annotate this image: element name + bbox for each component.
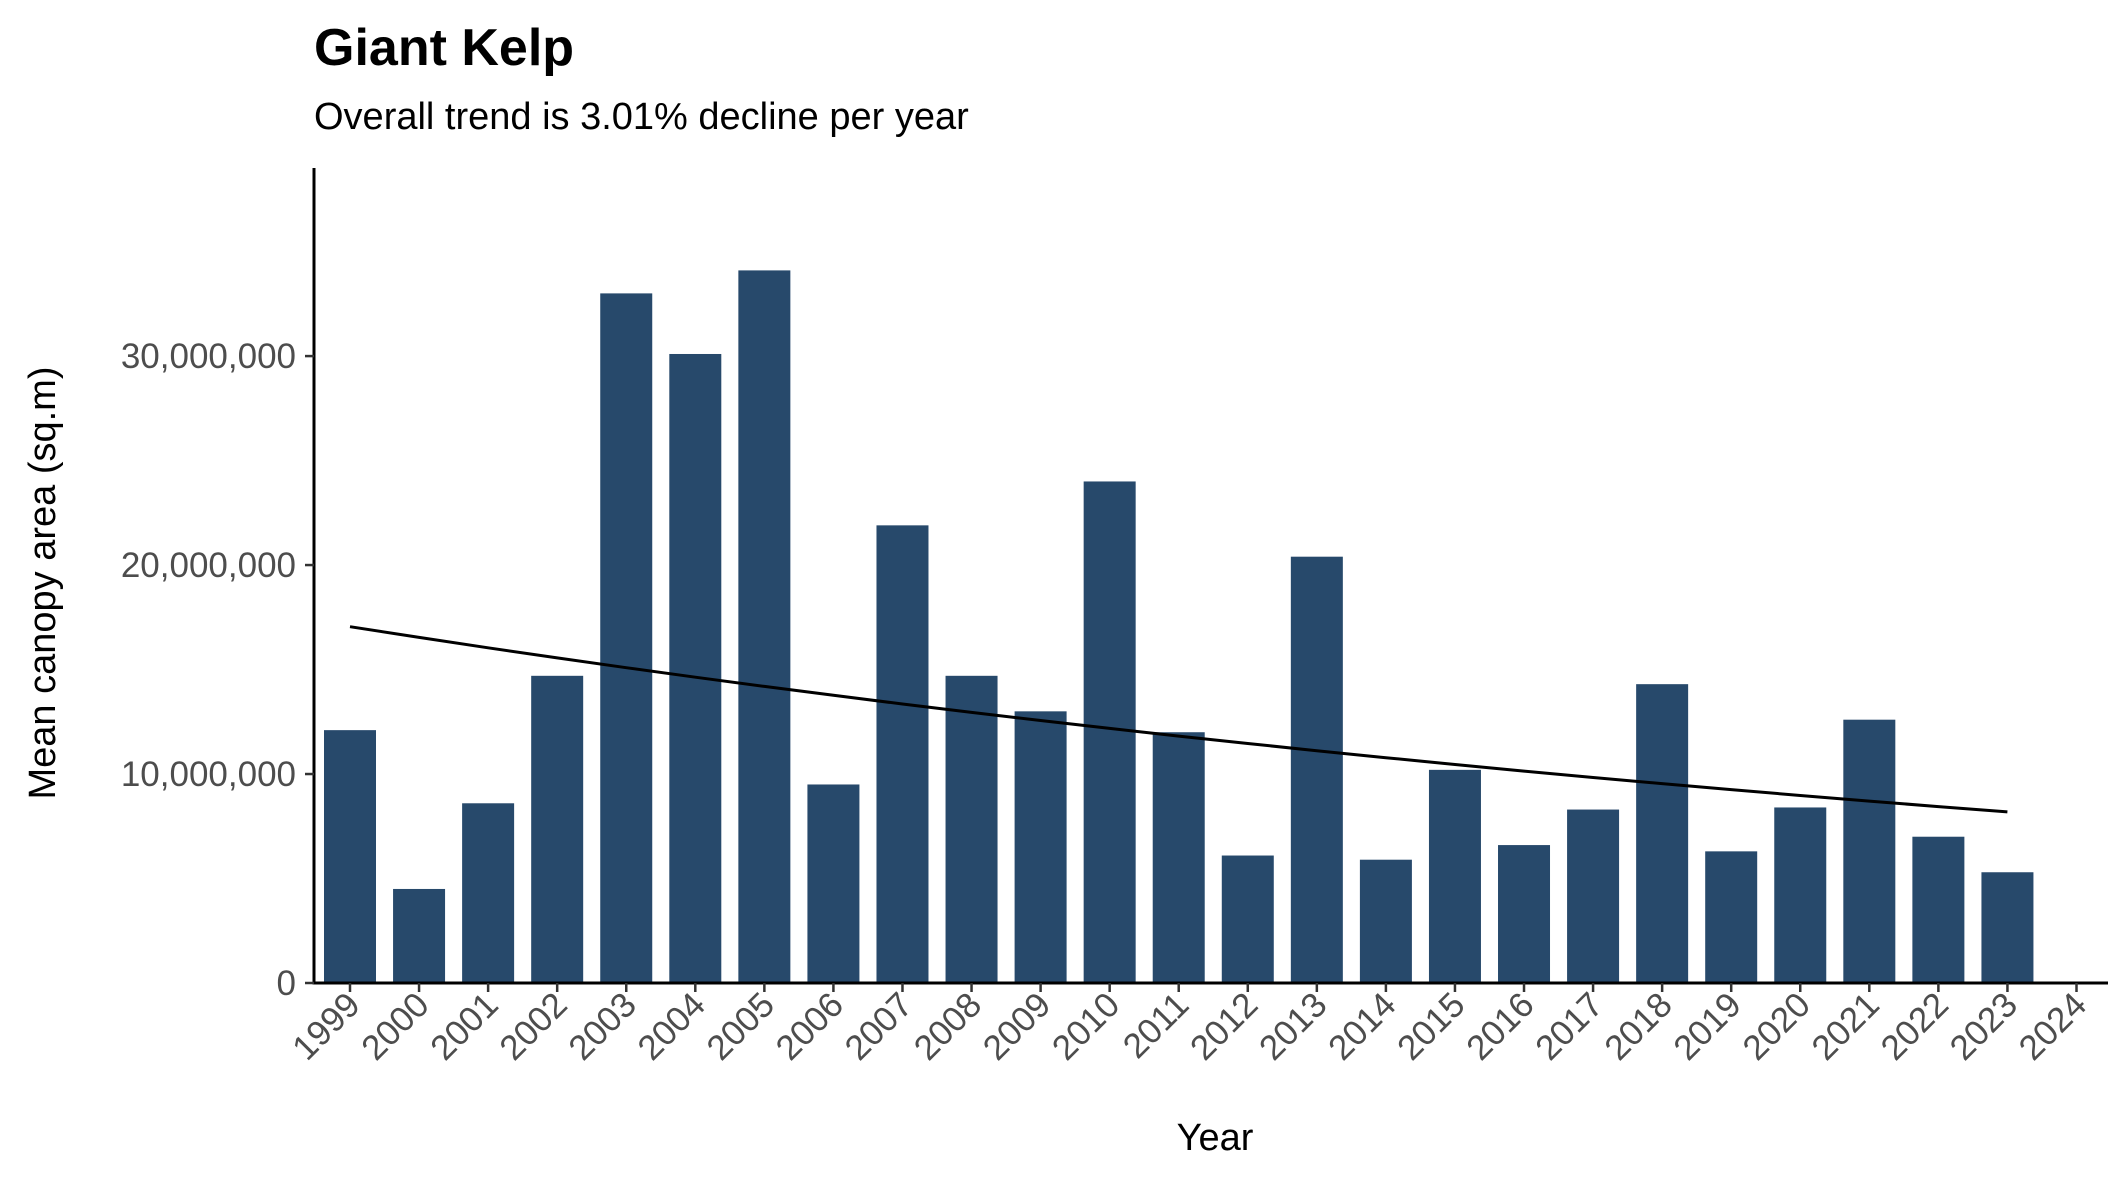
axes-group <box>305 168 2108 992</box>
x-tick-label-2019: 2019 <box>1666 985 1749 1068</box>
x-tick-label-2010: 2010 <box>1045 985 1128 1068</box>
x-tick-label-2005: 2005 <box>699 985 782 1068</box>
x-tick-label-2008: 2008 <box>907 985 990 1068</box>
bar-2015 <box>1428 769 1481 983</box>
x-tick-label-2002: 2002 <box>492 985 575 1068</box>
bar-2005 <box>738 270 791 983</box>
bar-2021 <box>1843 719 1896 983</box>
x-tick-label-2020: 2020 <box>1735 985 1818 1068</box>
x-tick-label-2023: 2023 <box>1942 985 2025 1068</box>
trend-group <box>349 625 2008 814</box>
bar-2018 <box>1636 684 1689 983</box>
x-tick-label-2013: 2013 <box>1252 985 1335 1068</box>
bar-2011 <box>1152 732 1205 983</box>
bar-2012 <box>1221 855 1274 983</box>
chart-title: Giant Kelp <box>314 19 575 77</box>
bar-2008 <box>945 675 998 983</box>
bar-2013 <box>1290 556 1343 983</box>
x-tick-label-2004: 2004 <box>630 985 713 1068</box>
x-tick-label-2011: 2011 <box>1116 985 1197 1066</box>
y-tick-label: 10,000,000 <box>121 755 296 794</box>
x-tick-label-2022: 2022 <box>1873 985 1956 1068</box>
x-tick-label-2016: 2016 <box>1459 985 1542 1068</box>
x-tick-label-2000: 2000 <box>354 985 437 1068</box>
y-axis-title: Mean canopy area (sq.m) <box>22 367 64 800</box>
bar-2020 <box>1774 807 1827 983</box>
x-tick-labels: 1999200020012002200320042005200620072008… <box>285 985 2094 1068</box>
bar-2017 <box>1567 809 1620 983</box>
bars-group <box>324 270 2034 983</box>
x-tick-label-2007: 2007 <box>837 985 920 1068</box>
bar-2004 <box>669 353 722 983</box>
x-axis-title: Year <box>1177 1117 1254 1159</box>
x-tick-label-2001: 2001 <box>423 985 506 1068</box>
bar-2009 <box>1014 711 1067 983</box>
x-tick-label-2015: 2015 <box>1390 985 1473 1068</box>
x-tick-label-2003: 2003 <box>561 985 644 1068</box>
x-tick-label-2024: 2024 <box>2012 985 2095 1068</box>
bar-2019 <box>1705 851 1758 983</box>
bar-2002 <box>531 675 584 983</box>
bar-2016 <box>1498 845 1551 983</box>
bar-2001 <box>462 803 515 983</box>
bar-2023 <box>1981 872 2034 983</box>
bar-2022 <box>1912 836 1965 983</box>
x-tick-label-2012: 2012 <box>1183 985 1266 1068</box>
bar-2007 <box>876 525 929 983</box>
bar-2010 <box>1083 481 1136 983</box>
x-tick-label-2017: 2017 <box>1528 985 1611 1068</box>
x-tick-label-2018: 2018 <box>1597 985 1680 1068</box>
x-tick-label-1999: 1999 <box>285 985 368 1068</box>
chart-subtitle: Overall trend is 3.01% decline per year <box>314 96 969 138</box>
x-tick-label-2009: 2009 <box>976 985 1059 1068</box>
bar-2000 <box>393 888 446 983</box>
x-tick-label-2014: 2014 <box>1321 985 1404 1068</box>
bar-2014 <box>1359 859 1412 983</box>
x-tick-label-2021: 2021 <box>1804 985 1887 1068</box>
trend-line <box>349 625 2008 814</box>
bar-2006 <box>807 784 860 983</box>
y-tick-label: 20,000,000 <box>121 546 296 585</box>
bar-2003 <box>600 293 653 983</box>
y-tick-label: 0 <box>277 964 296 1003</box>
bar-1999 <box>324 730 376 983</box>
y-tick-labels: 0 10,000,000 20,000,000 30,000,000 <box>121 337 296 1003</box>
y-tick-label: 30,000,000 <box>121 337 296 376</box>
x-tick-label-2006: 2006 <box>768 985 851 1068</box>
